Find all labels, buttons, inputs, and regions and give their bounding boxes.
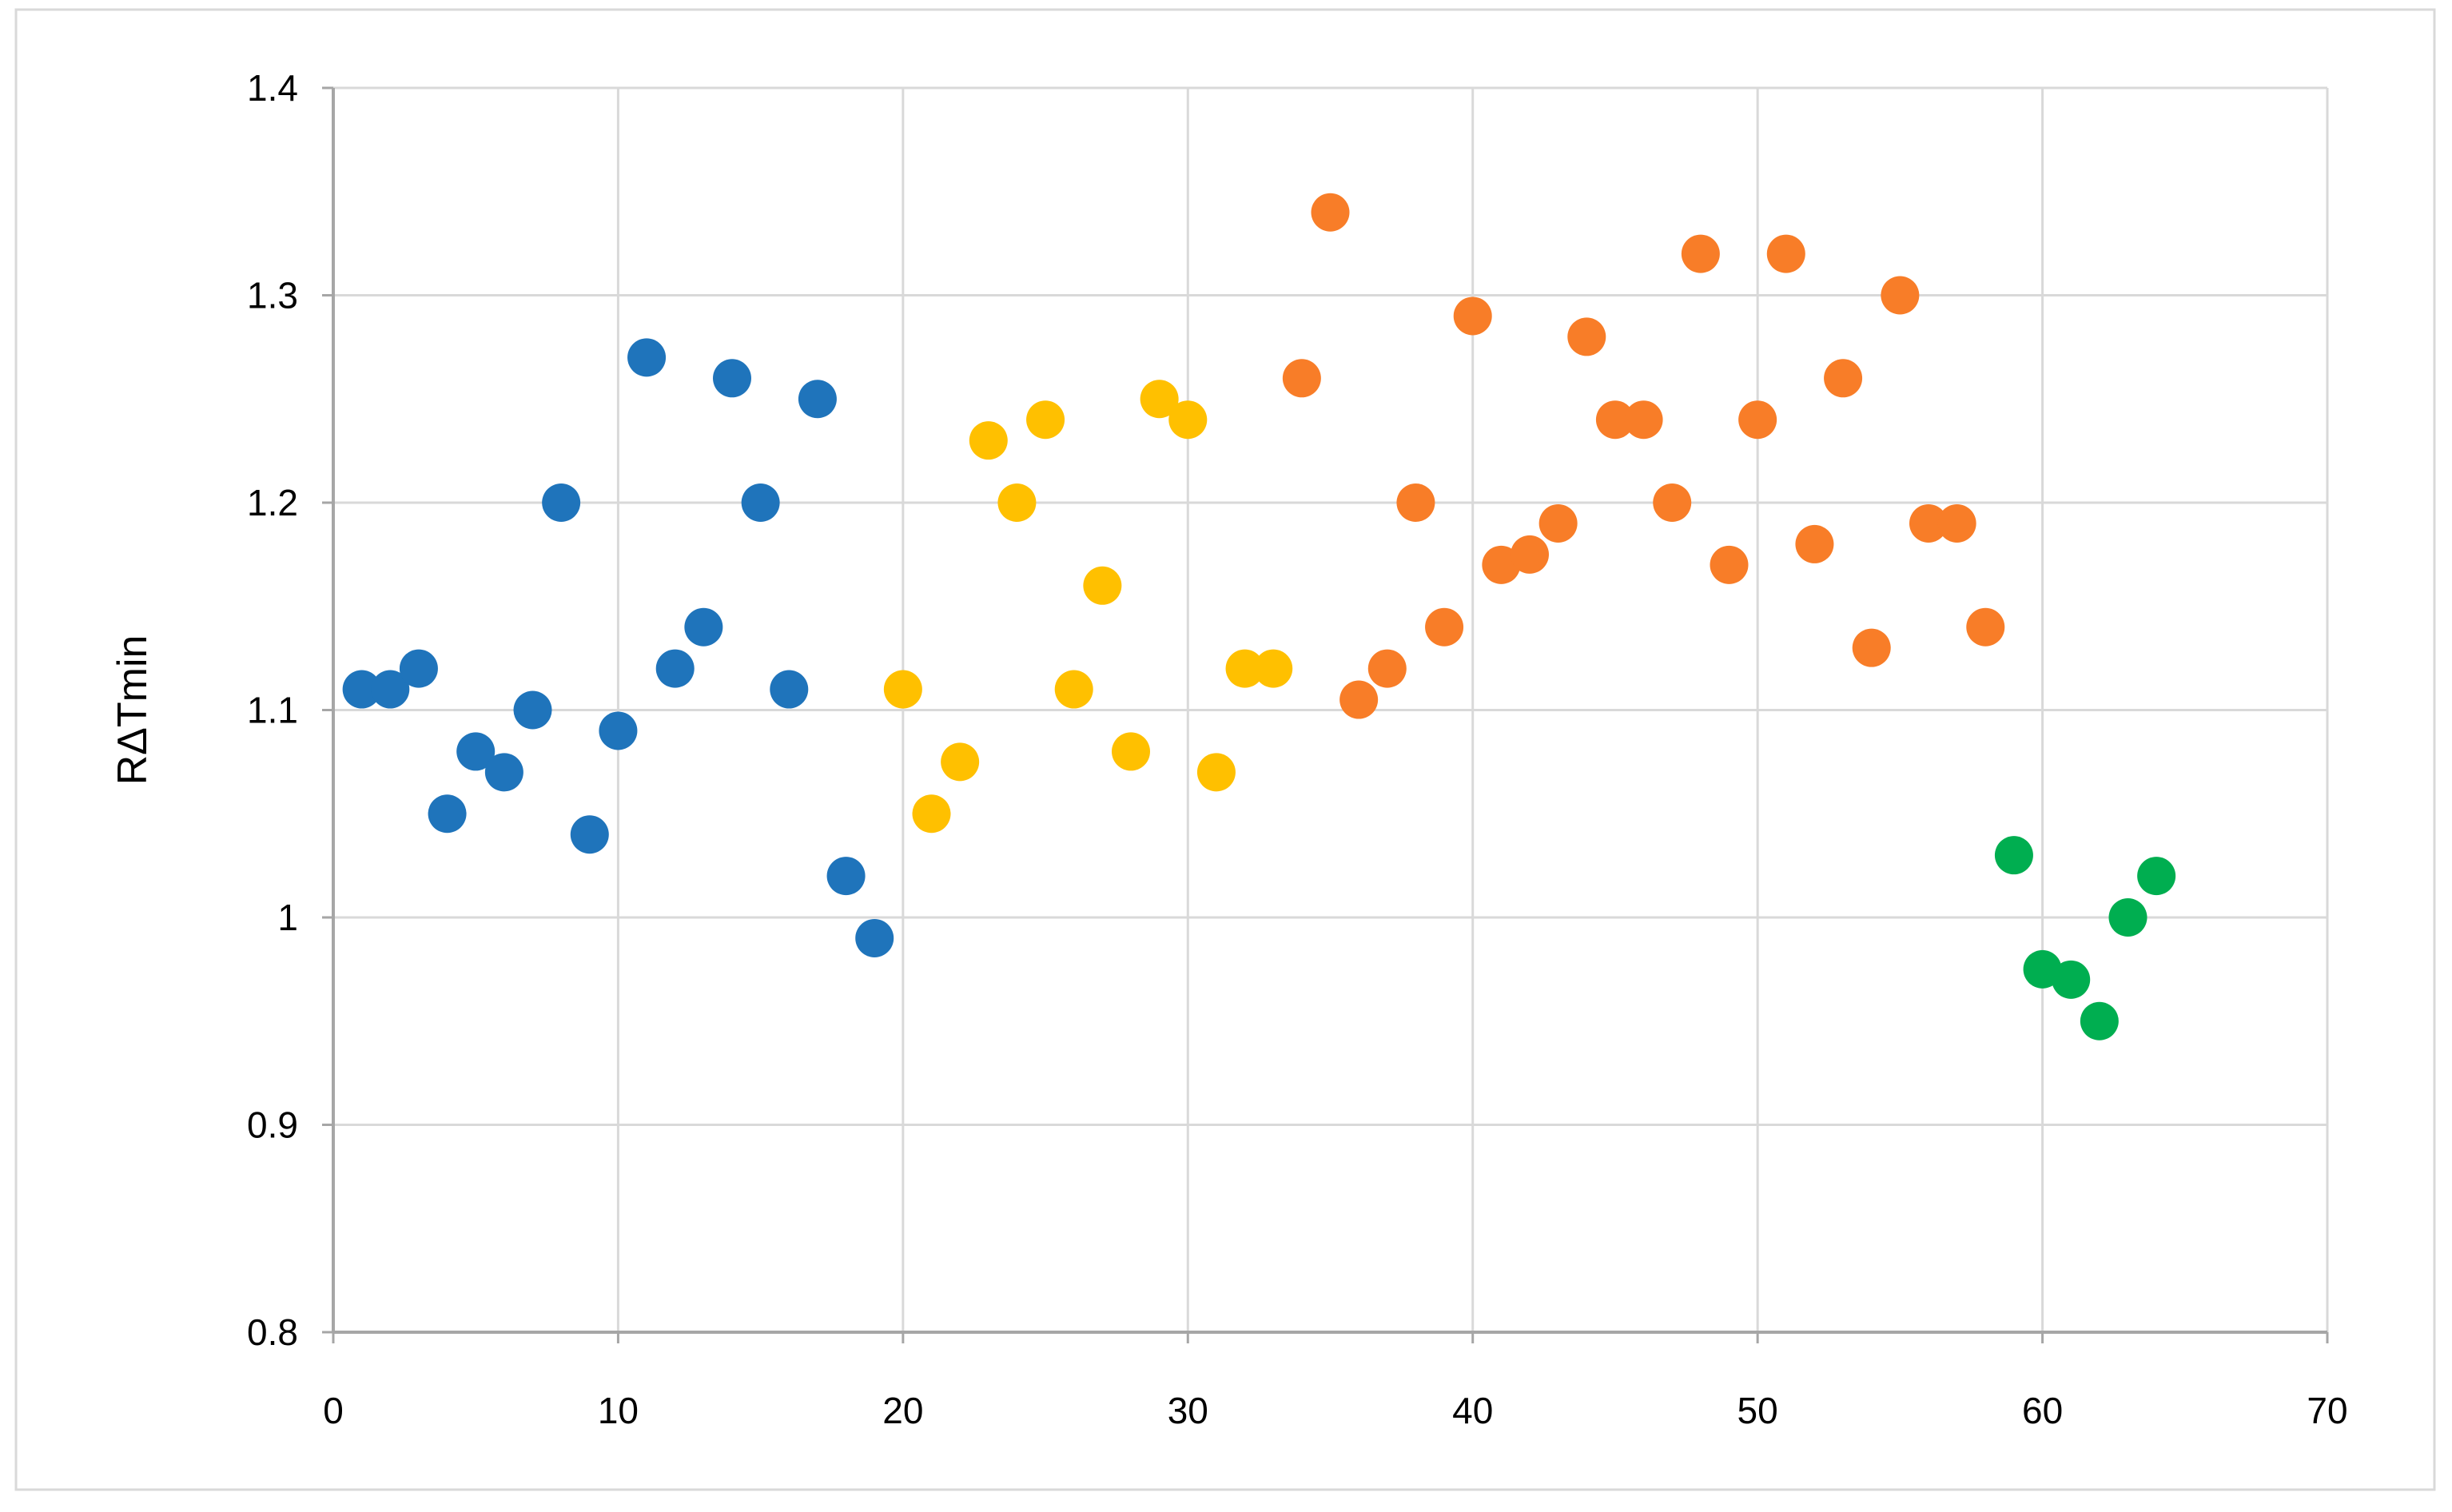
data-point-series-yellow [1054, 670, 1093, 709]
x-tick-label: 10 [598, 1390, 639, 1431]
data-point-series-blue [684, 607, 723, 647]
data-point-series-green [2052, 960, 2091, 999]
data-point-series-green [1994, 836, 2033, 875]
data-point-series-yellow [1140, 380, 1179, 419]
data-point-series-blue [513, 690, 552, 730]
x-tick-label: 0 [323, 1390, 344, 1431]
data-point-series-orange [1567, 317, 1606, 356]
data-point-series-blue [399, 649, 438, 688]
data-point-series-orange [1367, 649, 1407, 688]
y-tick-label: 1.2 [247, 482, 298, 523]
data-point-series-yellow [997, 483, 1037, 522]
data-point-series-blue [655, 649, 695, 688]
data-point-series-green [2080, 1001, 2119, 1040]
y-tick-label: 0.9 [247, 1104, 298, 1146]
y-axis-title: RΔTmin [109, 635, 156, 786]
data-point-series-orange [1881, 276, 1920, 315]
data-point-series-yellow [969, 421, 1008, 460]
data-point-series-blue [599, 711, 638, 750]
y-tick-label: 1.1 [247, 690, 298, 731]
y-tick-label: 1.4 [247, 67, 298, 109]
data-point-series-orange [1824, 359, 1863, 398]
data-point-series-orange [1282, 359, 1321, 398]
data-point-series-blue [855, 918, 894, 957]
data-point-series-blue [342, 670, 381, 709]
data-point-series-orange [1852, 628, 1891, 667]
data-point-series-orange [1538, 503, 1578, 543]
x-tick-label: 70 [2307, 1390, 2347, 1431]
data-point-series-green [2108, 898, 2147, 937]
data-point-series-orange [1595, 400, 1634, 440]
x-tick-label: 20 [882, 1390, 923, 1431]
data-point-series-blue [770, 670, 809, 709]
data-point-series-yellow [1254, 649, 1293, 688]
data-point-series-yellow [1225, 649, 1264, 688]
y-tick-label: 1.3 [247, 275, 298, 316]
data-point-series-blue [741, 483, 780, 522]
data-point-series-yellow [1112, 732, 1150, 771]
x-tick-label: 50 [1737, 1390, 1778, 1431]
data-point-series-orange [1624, 400, 1663, 440]
x-tick-label: 40 [1452, 1390, 1493, 1431]
data-point-series-blue [713, 359, 751, 398]
data-point-series-orange [1681, 234, 1720, 273]
data-point-series-orange [1453, 296, 1492, 336]
data-point-series-orange [1425, 607, 1464, 647]
figure-border [14, 8, 2436, 1491]
data-point-series-orange [1738, 400, 1777, 440]
data-point-series-orange [1511, 535, 1549, 574]
data-point-series-yellow [1026, 400, 1065, 440]
data-point-series-green [2137, 857, 2176, 896]
data-point-series-orange [1710, 545, 1749, 584]
data-point-series-blue [428, 794, 467, 834]
data-point-series-yellow [941, 742, 980, 782]
data-point-series-orange [1766, 234, 1805, 273]
data-point-series-blue [456, 732, 496, 771]
data-point-series-orange [1311, 193, 1350, 232]
data-point-series-blue [826, 857, 866, 896]
data-point-series-blue [570, 815, 609, 854]
y-tick-label: 1 [277, 897, 298, 938]
data-point-series-blue [484, 753, 523, 792]
data-point-series-yellow [912, 794, 951, 834]
data-point-series-blue [798, 380, 837, 419]
data-point-series-blue [627, 338, 667, 377]
x-tick-label: 30 [1168, 1390, 1208, 1431]
data-point-series-orange [1653, 483, 1692, 522]
data-point-series-orange [1966, 607, 2005, 647]
data-point-series-orange [1937, 503, 1976, 543]
data-point-series-orange [1339, 680, 1379, 719]
data-point-series-yellow [1083, 566, 1122, 605]
data-point-series-blue [542, 483, 581, 522]
data-point-series-orange [1909, 503, 1948, 543]
data-point-series-yellow [883, 670, 922, 709]
data-point-series-yellow [1168, 400, 1208, 440]
x-tick-label: 60 [2022, 1390, 2063, 1431]
data-point-series-blue [371, 670, 410, 709]
y-tick-label: 0.8 [247, 1311, 298, 1353]
data-point-series-orange [1795, 524, 1834, 563]
data-point-series-orange [1396, 483, 1435, 522]
data-point-series-yellow [1196, 753, 1236, 792]
